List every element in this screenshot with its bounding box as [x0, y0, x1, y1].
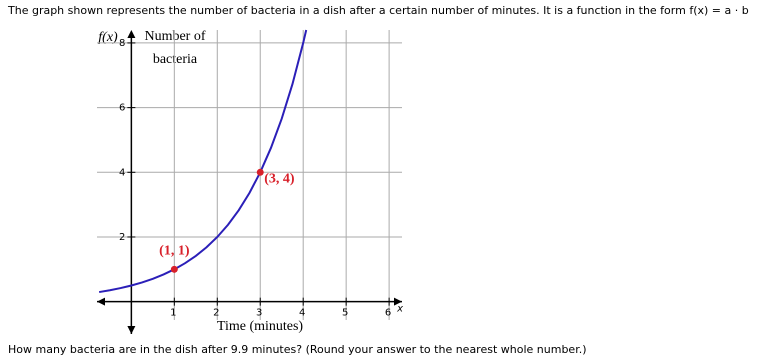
point — [170, 265, 178, 273]
x-tick-label: 1 — [170, 308, 176, 319]
point-label: (1, 1) — [159, 244, 190, 259]
y-axis-label: Number of — [144, 29, 205, 44]
y-tick-label: 2 — [119, 232, 125, 243]
point — [256, 168, 264, 176]
y-tick-label: 8 — [119, 38, 125, 49]
question-intro: The graph shown represents the number of… — [8, 4, 749, 17]
y-function-label: f(x) — [98, 30, 118, 45]
x-tick-label: 4 — [299, 308, 305, 319]
curve — [98, 29, 308, 294]
point-label: (3, 4) — [264, 172, 295, 187]
x-axis-label: Time (minutes) — [217, 319, 304, 334]
x-tick-label: 6 — [385, 308, 391, 319]
x-tick-label: 2 — [213, 308, 219, 319]
y-tick-label: 4 — [119, 167, 125, 178]
x-tick-label: 3 — [256, 308, 262, 319]
axis-arrow — [97, 30, 402, 334]
y-tick-label: 6 — [119, 103, 125, 114]
question: How many bacteria are in the dish after … — [8, 343, 587, 356]
x-axis-symbol: x — [396, 304, 403, 315]
y-axis-label: bacteria — [153, 52, 198, 67]
x-tick-label: 5 — [342, 308, 348, 319]
chart: f(x) Number of bacteria Time (minutes) 1… — [97, 29, 403, 334]
